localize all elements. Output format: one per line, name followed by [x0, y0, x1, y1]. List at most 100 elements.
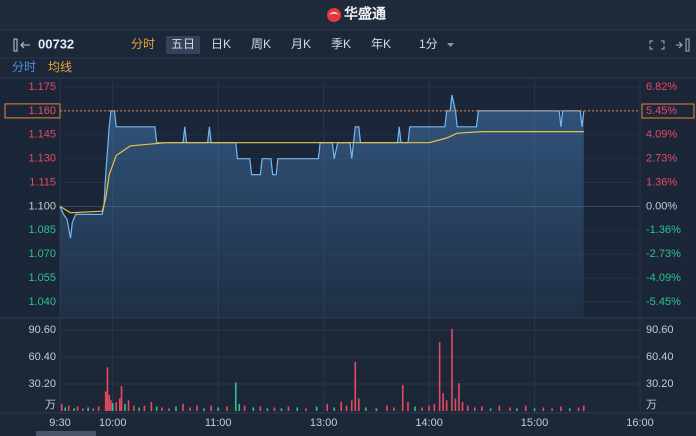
volume-bar [516, 408, 518, 411]
volume-bar [238, 403, 241, 411]
volume-bar [143, 405, 146, 411]
x-tick-label: 9:30 [49, 417, 70, 429]
y2-tick-label: 5.45% [646, 105, 677, 117]
volume-bar [357, 398, 360, 411]
volume-bar [287, 406, 290, 411]
volume-bar [189, 407, 191, 411]
volume-bar [350, 400, 353, 411]
volume-bar [266, 408, 269, 411]
volume-bar [340, 402, 343, 411]
volume-bar [82, 408, 84, 411]
volume-bar [542, 407, 545, 411]
volume-bar [92, 408, 95, 411]
y2-tick-label: -5.45% [646, 296, 681, 308]
y-tick-label: 30.20 [28, 378, 56, 390]
volume-bar [393, 407, 395, 411]
tab[interactable]: 日K [211, 37, 231, 51]
volume-bar [451, 328, 453, 411]
volume-bar [182, 403, 184, 411]
volume-bar [73, 408, 75, 411]
volume-bar [60, 403, 63, 411]
volume-bar [175, 406, 177, 411]
volume-bar [438, 342, 441, 411]
volume-bar [124, 403, 126, 411]
y2-tick-label: 1.36% [646, 177, 677, 189]
current-change-box [641, 103, 695, 119]
tab[interactable]: 1分 [419, 37, 438, 51]
x-tick-label: 13:00 [310, 417, 338, 429]
volume-bar [386, 405, 388, 411]
volume-bar [67, 405, 70, 411]
y-tick-label: 90.60 [28, 324, 56, 336]
volume-bar [473, 407, 476, 411]
volume-bar [509, 407, 511, 411]
volume-bar [127, 400, 130, 411]
volume-bar [365, 407, 367, 411]
volume-bar [445, 400, 448, 411]
logo-icon [327, 8, 341, 22]
volume-bar [442, 393, 444, 411]
y2-tick-label: -1.36% [646, 224, 681, 236]
volume-bar [108, 394, 111, 411]
tab[interactable]: 年K [371, 37, 391, 51]
tab[interactable]: 月K [291, 37, 311, 51]
tab[interactable]: 季K [331, 37, 351, 51]
y-tick-label: 1.100 [28, 200, 56, 212]
y-tick-label: 万 [45, 399, 56, 411]
volume-bar [414, 406, 416, 411]
volume-bar [133, 405, 135, 411]
tab[interactable]: 分时 [131, 37, 155, 51]
price-line [59, 94, 585, 239]
volume-bar [118, 398, 121, 411]
volume-bar [458, 383, 460, 411]
volume-bar [533, 408, 536, 411]
volume-bar [161, 407, 163, 411]
y-tick-label: 1.115 [29, 176, 56, 188]
volume-bar [305, 408, 307, 411]
volume-bar [280, 408, 283, 411]
subtab[interactable]: 均线 [48, 60, 72, 74]
expand-icon[interactable] [649, 40, 665, 50]
x-tick-label: 15:00 [521, 417, 549, 429]
tab[interactable]: 五日 [171, 37, 195, 51]
y-tick-label: 1.040 [28, 296, 56, 308]
y2-tick-label: 4.09% [646, 129, 677, 141]
volume-bar [375, 408, 378, 411]
y2-tick-label: -2.73% [646, 248, 681, 260]
y-tick-label: 1.085 [28, 224, 56, 236]
dropdown-arrow[interactable] [447, 43, 454, 47]
volume-bar [461, 402, 464, 411]
volume-bar [210, 405, 212, 411]
x-tick-label: 16:00 [626, 417, 654, 429]
volume-bar [345, 405, 348, 411]
header-bar [0, 0, 696, 30]
y-tick-label: 60.40 [646, 351, 674, 363]
y-tick-label: 万 [646, 399, 657, 411]
y2-tick-label: -4.09% [646, 272, 681, 284]
volume-bar [106, 367, 109, 411]
volume-bar [326, 403, 328, 411]
volume-bar [234, 382, 237, 411]
volume-bar [203, 408, 205, 411]
tab-selected-bg [166, 36, 200, 54]
tab[interactable]: 周K [251, 37, 271, 51]
y2-tick-label: 6.82% [646, 81, 677, 93]
volume-bar [226, 406, 228, 411]
x-tick-label: 14:00 [415, 417, 443, 429]
volume-bar [87, 407, 89, 411]
y-tick-label: 1.070 [28, 248, 56, 260]
back-icon[interactable] [13, 38, 30, 52]
y-tick-label: 90.60 [646, 324, 674, 336]
collapse-icon[interactable] [676, 38, 690, 52]
volume-bar [560, 406, 562, 411]
average-line [59, 131, 584, 214]
volume-bar [115, 402, 118, 411]
y2-tick-label: 0.00% [646, 200, 677, 212]
subtab[interactable]: 分时 [12, 60, 36, 74]
scrollbar[interactable] [36, 431, 96, 436]
volume-bar [243, 405, 246, 411]
logo-text: 华盛通 [344, 6, 386, 22]
y-tick-label: 1.130 [28, 153, 56, 165]
volume-bar [296, 407, 299, 411]
